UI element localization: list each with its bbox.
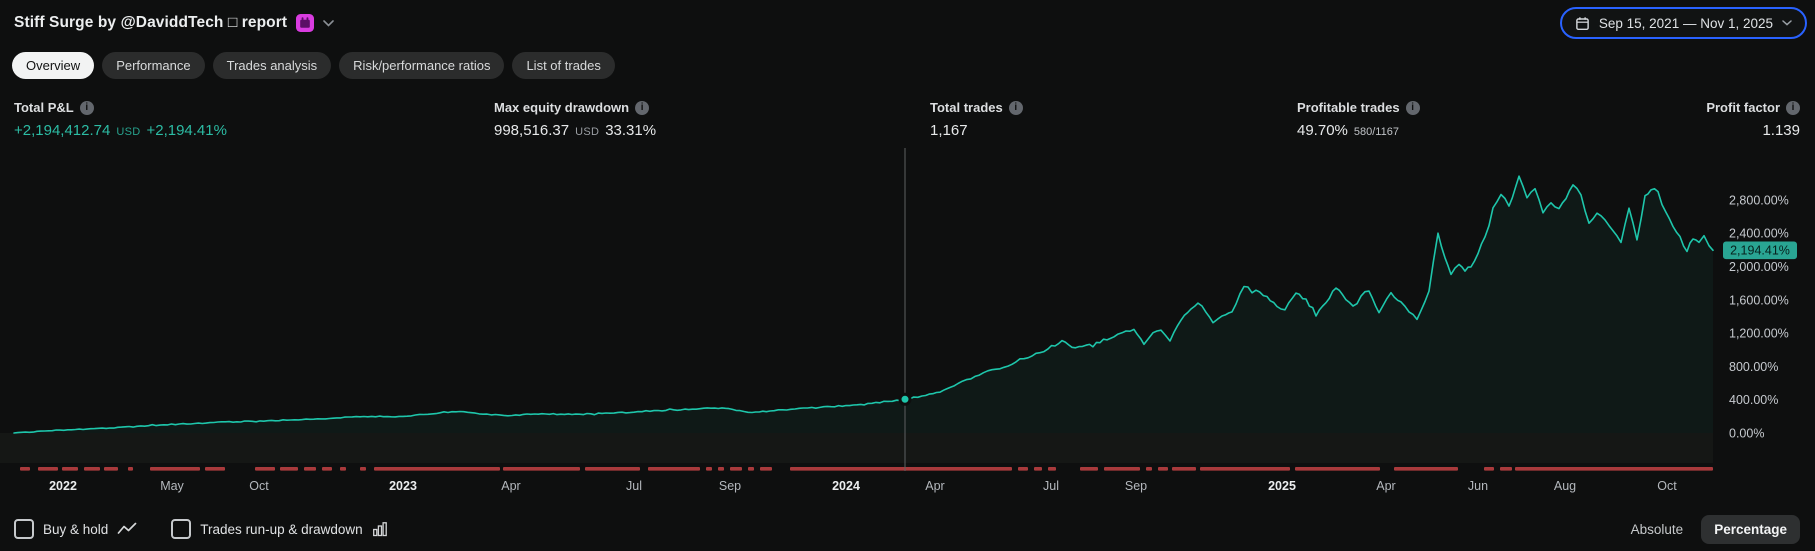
info-icon[interactable]: i xyxy=(1406,101,1420,115)
x-tick-label: 2024 xyxy=(832,479,860,493)
trade-periods-bar xyxy=(20,467,1713,471)
x-tick-label: 2022 xyxy=(49,479,77,493)
tab-performance[interactable]: Performance xyxy=(102,52,204,79)
x-tick-label: Apr xyxy=(925,479,944,493)
x-tick-label: Aug xyxy=(1554,479,1576,493)
last-value-badge-label: 2,194.41% xyxy=(1730,244,1790,258)
stat-label: Max equity drawdown xyxy=(494,100,629,115)
tabs: Overview Performance Trades analysis Risk/p… xyxy=(12,52,615,79)
footer-toggles: Buy & hold Trades run-up & drawdown xyxy=(14,519,388,539)
absolute-mode-button[interactable]: Absolute xyxy=(1631,522,1684,537)
stat-value: 998,516.37 xyxy=(494,122,569,139)
crosshair-dot xyxy=(900,394,910,404)
stat-extra: +2,194.41% xyxy=(146,122,227,139)
stats-row: Total P&L i +2,194,412.74 USD +2,194.41% Max … xyxy=(0,100,1815,146)
stat-label: Total trades xyxy=(930,100,1003,115)
runup-drawdown-label: Trades run-up & drawdown xyxy=(200,522,362,537)
strategy-report-window: Stiff Surge by @DaviddTech □ report xyxy=(0,0,1815,551)
stat-total-trades: Total trades i 1,167 xyxy=(930,100,1023,139)
report-header: Stiff Surge by @DaviddTech □ report xyxy=(14,6,1807,40)
y-tick-label: 2,400.00% xyxy=(1729,227,1789,241)
y-tick-label: 1,600.00% xyxy=(1729,293,1789,307)
runup-drawdown-checkbox[interactable] xyxy=(171,519,191,539)
stat-label: Profitable trades xyxy=(1297,100,1400,115)
stat-total-p-l: Total P&L i +2,194,412.74 USD +2,194.41% xyxy=(14,100,227,139)
percentage-mode-button[interactable]: Percentage xyxy=(1701,515,1800,544)
buy-hold-toggle[interactable]: Buy & hold xyxy=(14,519,137,539)
stat-max-equity-drawdown: Max equity drawdown i 998,516.37 USD 33.31% xyxy=(494,100,656,139)
stat-profitable-trades: Profitable trades i 49.70% 580/1167 xyxy=(1297,100,1420,139)
stat-unit: USD xyxy=(116,126,140,138)
info-icon[interactable]: i xyxy=(1786,101,1800,115)
date-chevron-down-icon xyxy=(1782,20,1792,26)
stat-value: 1,167 xyxy=(930,122,968,139)
x-tick-label: Jun xyxy=(1468,479,1488,493)
x-tick-label: Apr xyxy=(501,479,520,493)
stat-label: Total P&L xyxy=(14,100,74,115)
x-tick-label: 2023 xyxy=(389,479,417,493)
x-tick-label: Sep xyxy=(719,479,741,493)
below-zero-band xyxy=(0,433,1713,463)
tab-risk-performance-ratios[interactable]: Risk/performance ratios xyxy=(339,52,504,79)
stat-value: 1.139 xyxy=(1762,122,1800,139)
calendar-icon xyxy=(1575,16,1590,31)
buy-hold-checkbox[interactable] xyxy=(14,519,34,539)
x-tick-label: Sep xyxy=(1125,479,1147,493)
y-tick-label: 1,200.00% xyxy=(1729,327,1789,341)
title-chevron-down-icon[interactable] xyxy=(323,20,334,27)
buy-hold-label: Buy & hold xyxy=(43,522,108,537)
stat-profit-factor: Profit factor i 1.139 xyxy=(1706,100,1800,139)
y-axis-labels: 0.00% 400.00% 800.00% 1,200.00% 1,600.00% 2,0… xyxy=(1729,193,1789,440)
equity-area-fill xyxy=(14,176,1713,433)
date-range-label: Sep 15, 2021 — Nov 1, 2025 xyxy=(1599,16,1773,31)
y-tick-label: 400.00% xyxy=(1729,393,1778,407)
stat-label: Profit factor xyxy=(1706,100,1780,115)
tab-list-of-trades[interactable]: List of trades xyxy=(512,52,614,79)
tab-overview[interactable]: Overview xyxy=(12,52,94,79)
report-title-row: Stiff Surge by @DaviddTech □ report xyxy=(14,14,334,32)
tab-trades-analysis[interactable]: Trades analysis xyxy=(213,52,332,79)
x-axis-labels: 2022 May Oct 2023 Apr Jul Sep 2024 Apr Jul Sep 2025… xyxy=(49,479,1677,493)
y-tick-label: 800.00% xyxy=(1729,360,1778,374)
info-icon[interactable]: i xyxy=(80,101,94,115)
stat-value: +2,194,412.74 xyxy=(14,122,110,139)
runup-drawdown-toggle[interactable]: Trades run-up & drawdown xyxy=(171,519,387,539)
value-mode-switch: Absolute Percentage xyxy=(1631,515,1800,544)
page-title: Stiff Surge by @DaviddTech □ report xyxy=(14,14,287,32)
x-tick-label: Oct xyxy=(249,479,269,493)
line-chart-icon xyxy=(117,522,137,536)
x-tick-label: May xyxy=(160,479,184,493)
y-tick-label: 2,000.00% xyxy=(1729,260,1789,274)
y-tick-label: 0.00% xyxy=(1729,427,1764,441)
x-tick-label: 2025 xyxy=(1268,479,1296,493)
chart-footer: Buy & hold Trades run-up & drawdown Ab xyxy=(14,512,1800,546)
info-icon[interactable]: i xyxy=(1009,101,1023,115)
info-icon[interactable]: i xyxy=(635,101,649,115)
y-tick-label: 2,800.00% xyxy=(1729,193,1789,207)
x-tick-label: Apr xyxy=(1376,479,1395,493)
date-range-picker[interactable]: Sep 15, 2021 — Nov 1, 2025 xyxy=(1560,7,1807,39)
bar-chart-icon xyxy=(372,521,388,537)
x-tick-label: Jul xyxy=(1043,479,1059,493)
stat-value: 49.70% xyxy=(1297,122,1348,139)
stat-extra: 580/1167 xyxy=(1354,126,1399,138)
stat-extra: 33.31% xyxy=(605,122,656,139)
x-tick-label: Jul xyxy=(626,479,642,493)
strategy-badge-icon xyxy=(296,14,314,32)
equity-chart[interactable]: 2022 May Oct 2023 Apr Jul Sep 2024 Apr Jul Sep 2025… xyxy=(0,148,1815,508)
x-tick-label: Oct xyxy=(1657,479,1677,493)
stat-unit: USD xyxy=(575,126,599,138)
